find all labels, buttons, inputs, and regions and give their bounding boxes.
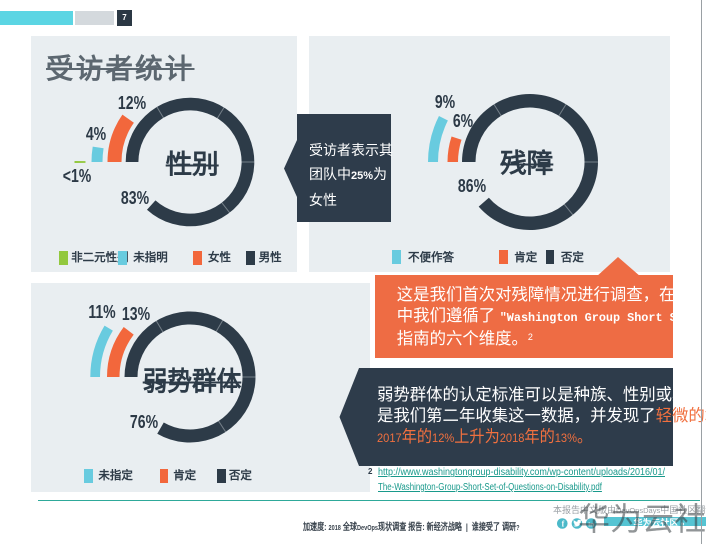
- svg-text:f: f: [562, 520, 565, 529]
- svg-text:in: in: [588, 521, 594, 528]
